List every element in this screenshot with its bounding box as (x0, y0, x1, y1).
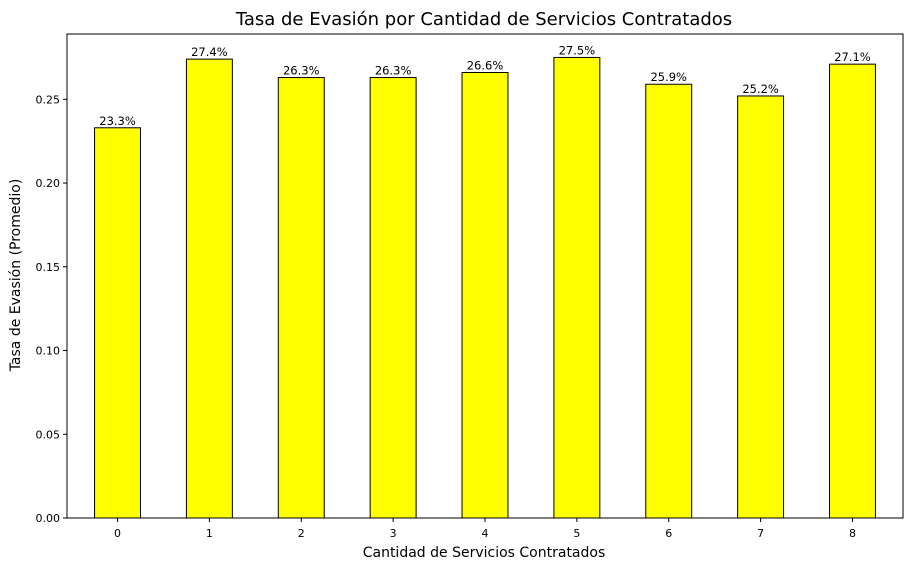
x-tick-label: 3 (390, 527, 397, 540)
data-label: 27.1% (834, 50, 871, 64)
y-tick-label: 0.05 (36, 428, 61, 441)
bar (185, 58, 233, 519)
y-axis-label: Tasa de Evasión (Promedio) (8, 179, 24, 373)
bar (829, 63, 876, 519)
x-tick-label: 5 (573, 527, 580, 540)
data-label: 25.2% (742, 82, 779, 96)
x-tick-label: 6 (665, 527, 672, 540)
y-tick-label: 0.00 (36, 512, 61, 525)
x-tick-label: 7 (757, 527, 764, 540)
bar (461, 72, 509, 519)
y-tick-label: 0.15 (36, 261, 61, 274)
bar (737, 95, 785, 519)
x-axis-label: Cantidad de Servicios Contratados (363, 545, 606, 561)
data-label: 23.3% (99, 114, 136, 128)
x-tick-label: 4 (482, 527, 489, 540)
data-label: 26.6% (467, 59, 504, 73)
bar (369, 77, 417, 519)
bar (645, 83, 693, 519)
x-tick-label: 2 (298, 527, 305, 540)
x-tick-label: 8 (849, 527, 856, 540)
bar (553, 56, 601, 519)
bar (94, 127, 141, 519)
y-tick-label: 0.20 (36, 177, 61, 190)
chart-title: Tasa de Evasión por Cantidad de Servicio… (235, 9, 732, 30)
plot-area: 23.3% 27.4% 26.3% 26.3% 26.6% 27.5% 25.9% 25.2%… (36, 33, 904, 540)
bar (277, 77, 325, 519)
data-label: 26.3% (375, 64, 412, 78)
y-tick-label: 0.10 (36, 345, 61, 358)
x-tick-label: 1 (206, 527, 213, 540)
data-label: 25.9% (650, 70, 687, 84)
data-label: 27.5% (559, 43, 596, 57)
plot-frame (66, 33, 904, 519)
data-label: 27.4% (191, 45, 228, 59)
y-tick-label: 0.25 (36, 93, 61, 106)
data-label: 26.3% (283, 64, 320, 78)
x-tick-label: 0 (114, 527, 121, 540)
